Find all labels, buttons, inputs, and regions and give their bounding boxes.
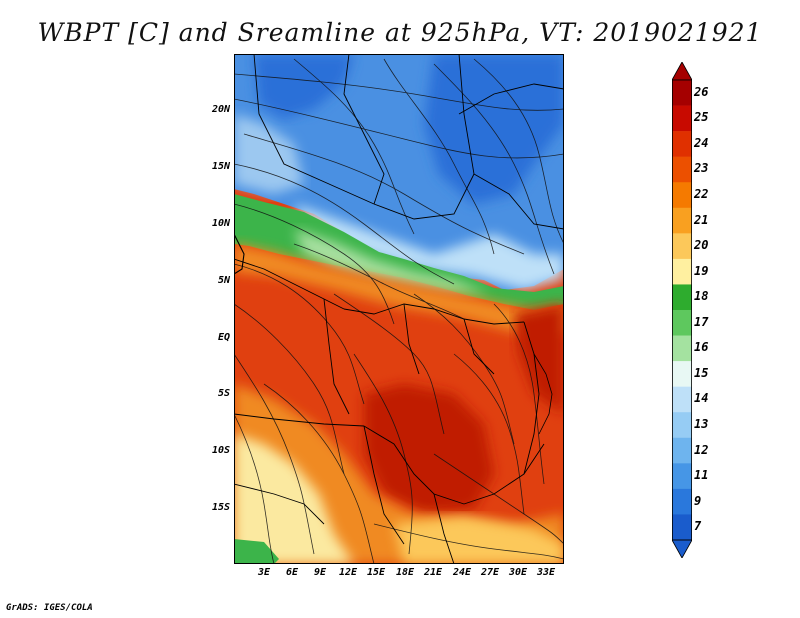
fill-yellow-south <box>234 434 354 564</box>
colorbar-label: 12 <box>694 442 709 457</box>
colorbar-swatch <box>672 514 692 541</box>
colorbar-label: 19 <box>694 263 709 278</box>
colorbar-swatch <box>672 463 692 490</box>
colorbar-swatch <box>672 412 692 439</box>
lon-label-15e: 15E <box>366 567 386 578</box>
lon-label-3e: 3E <box>257 567 271 578</box>
fill-light-green <box>294 229 489 294</box>
lat-label-15s: 15S <box>211 502 230 513</box>
credit-text: GrADS: IGES/COLA <box>6 603 93 613</box>
wbpt-shading <box>234 54 564 564</box>
colorbar-arrow-top <box>672 62 692 81</box>
map-title: WBPT [C] and Sreamline at 925hPa, VT: 20… <box>37 18 763 47</box>
lat-label-15n: 15N <box>211 161 230 172</box>
colorbar-label: 26 <box>694 84 709 99</box>
lon-label-33e: 33E <box>536 567 556 578</box>
colorbar-swatch <box>672 488 692 515</box>
colorbar-swatch <box>672 361 692 387</box>
colorbar-swatch <box>672 335 692 362</box>
colorbar-label: 23 <box>694 161 709 176</box>
colorbar-swatch <box>672 156 692 183</box>
colorbar-swatch <box>672 80 692 106</box>
colorbar-swatch <box>672 105 692 132</box>
lat-label-5s: 5S <box>217 388 230 399</box>
fill-dark-red-core <box>364 384 494 514</box>
coastlines <box>234 233 553 564</box>
colorbar-label: 16 <box>694 340 709 355</box>
lat-label-5n: 5N <box>217 275 230 286</box>
colorbar-label: 17 <box>694 314 709 329</box>
colorbar-swatch <box>672 258 692 285</box>
fill-green-sw <box>234 539 279 564</box>
lat-label-20n: 20N <box>211 104 230 115</box>
colorbar-label: 9 <box>694 493 702 508</box>
map-panel <box>234 54 564 564</box>
colorbar-swatch <box>672 284 692 311</box>
colorbar-frame <box>672 79 692 541</box>
colorbar-swatch <box>672 310 692 336</box>
colorbar-label: 11 <box>694 468 709 483</box>
colorbar-label: 7 <box>694 519 702 534</box>
colorbar-label: 22 <box>694 187 709 201</box>
colorbar-swatch <box>672 182 692 209</box>
colorbar-label: 21 <box>694 212 709 227</box>
fill-green-belt <box>234 194 564 310</box>
colorbar-swatch <box>672 233 692 260</box>
lat-label-10n: 10N <box>211 218 230 229</box>
country-borders <box>234 54 564 564</box>
lon-label-9e: 9E <box>313 567 327 578</box>
lon-label-27e: 27E <box>480 567 500 578</box>
lon-label-18e: 18E <box>395 567 415 578</box>
colorbar-label: 14 <box>694 391 709 406</box>
lon-label-24e: 24E <box>452 567 472 578</box>
fill-orange-north <box>234 244 564 334</box>
fill-deep-blue-west <box>254 54 354 119</box>
map-frame <box>234 54 564 564</box>
streamlines <box>234 58 564 564</box>
colorbar-label: 13 <box>694 417 709 431</box>
colorbar-swatch <box>672 437 692 464</box>
lon-label-21e: 21E <box>423 567 443 578</box>
colorbar-label: 18 <box>694 289 709 304</box>
fill-light-blue <box>234 114 304 194</box>
colorbar-arrow-bottom <box>672 539 692 558</box>
colorbar-swatch <box>672 131 692 157</box>
colorbar-label: 20 <box>694 238 709 253</box>
lon-label-12e: 12E <box>338 567 358 578</box>
fill-deep-blue-east <box>424 54 564 204</box>
lon-label-6e: 6E <box>285 567 299 578</box>
colorbar-label: 15 <box>694 365 709 380</box>
colorbar-label: 25 <box>694 110 709 125</box>
colorbar-swatch <box>672 207 692 234</box>
fill-light-blue-band <box>294 204 564 290</box>
lat-label-10s: 10S <box>211 445 230 456</box>
lat-label-eq: EQ <box>217 332 230 343</box>
lon-label-30e: 30E <box>508 567 528 578</box>
colorbar <box>672 62 692 558</box>
colorbar-label: 24 <box>694 135 709 150</box>
colorbar-swatch <box>672 386 692 413</box>
